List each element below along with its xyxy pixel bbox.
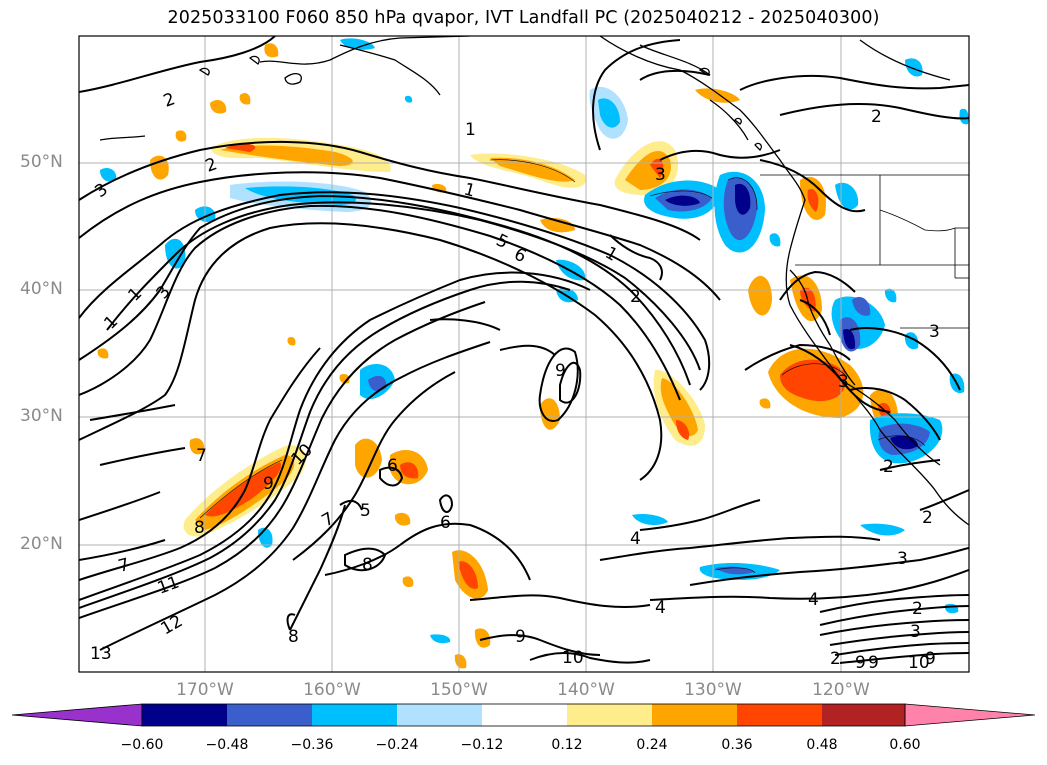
thin-contours bbox=[199, 159, 926, 574]
colorbar-bin bbox=[822, 704, 905, 726]
colorbar-bin bbox=[142, 704, 227, 726]
colorbar-tick: −0.12 bbox=[460, 737, 504, 753]
svg-text:7: 7 bbox=[319, 509, 338, 532]
svg-text:1: 1 bbox=[462, 180, 478, 202]
svg-text:2: 2 bbox=[830, 649, 841, 669]
svg-text:2: 2 bbox=[883, 457, 894, 477]
svg-text:11: 11 bbox=[155, 573, 182, 599]
svg-text:10: 10 bbox=[562, 648, 584, 668]
svg-text:3: 3 bbox=[929, 322, 940, 342]
colorbar-tick: 0.60 bbox=[889, 737, 921, 753]
svg-text:6: 6 bbox=[387, 456, 398, 476]
svg-text:13: 13 bbox=[90, 644, 112, 664]
colorbar-bin bbox=[312, 704, 397, 726]
svg-text:1: 1 bbox=[465, 120, 476, 140]
colorbar-bin bbox=[737, 704, 822, 726]
svg-text:12: 12 bbox=[158, 611, 187, 639]
colorbar-bin bbox=[482, 704, 567, 726]
borders bbox=[760, 174, 969, 329]
colorbar-tick: 0.36 bbox=[721, 737, 753, 753]
svg-text:9: 9 bbox=[263, 474, 274, 494]
svg-text:3: 3 bbox=[910, 622, 921, 642]
positive-anomaly-shading bbox=[97, 43, 899, 669]
svg-text:4: 4 bbox=[630, 529, 641, 549]
svg-text:2: 2 bbox=[161, 89, 178, 111]
svg-text:9: 9 bbox=[855, 653, 866, 673]
svg-text:4: 4 bbox=[808, 590, 819, 610]
lon-label-130w: 130°W bbox=[684, 680, 742, 700]
page-title: 2025033100 F060 850 hPa qvapor, IVT Land… bbox=[167, 8, 880, 28]
svg-text:1: 1 bbox=[602, 243, 621, 266]
svg-text:8: 8 bbox=[288, 627, 299, 647]
svg-text:7: 7 bbox=[196, 446, 207, 466]
svg-text:9: 9 bbox=[925, 649, 936, 669]
lat-label-30n: 30°N bbox=[20, 406, 63, 426]
svg-text:7: 7 bbox=[116, 555, 132, 577]
lon-label-150w: 150°W bbox=[430, 680, 488, 700]
coastlines bbox=[99, 36, 969, 526]
svg-text:3: 3 bbox=[655, 165, 666, 185]
colorbar-bin bbox=[397, 704, 482, 726]
lat-label-40n: 40°N bbox=[20, 279, 63, 299]
svg-text:6: 6 bbox=[440, 513, 451, 533]
svg-text:6: 6 bbox=[511, 244, 529, 267]
svg-text:8: 8 bbox=[194, 518, 205, 538]
lon-label-120w: 120°W bbox=[812, 680, 870, 700]
lon-label-140w: 140°W bbox=[557, 680, 615, 700]
negative-anomaly-shading bbox=[100, 38, 969, 644]
colorbar-tick: −0.60 bbox=[120, 737, 164, 753]
svg-text:10: 10 bbox=[908, 653, 930, 673]
svg-text:9: 9 bbox=[868, 653, 879, 673]
colorbar-bin bbox=[567, 704, 652, 726]
colorbar bbox=[11, 703, 1036, 727]
colorbar-tick: 0.12 bbox=[551, 737, 583, 753]
colorbar-tick: 0.48 bbox=[806, 737, 838, 753]
colorbar-tick: −0.48 bbox=[205, 737, 249, 753]
lon-label-160w: 160°W bbox=[303, 680, 361, 700]
svg-text:4: 4 bbox=[655, 598, 666, 618]
svg-text:2: 2 bbox=[871, 107, 882, 127]
svg-text:9: 9 bbox=[515, 627, 526, 647]
colorbar-tick: −0.24 bbox=[375, 737, 419, 753]
colorbar-extend-low bbox=[11, 703, 143, 727]
svg-text:2: 2 bbox=[630, 287, 641, 307]
colorbar-tick: −0.36 bbox=[290, 737, 334, 753]
svg-text:2: 2 bbox=[912, 599, 923, 619]
svg-text:2: 2 bbox=[922, 508, 933, 528]
svg-text:9: 9 bbox=[555, 361, 566, 381]
shaded-anomalies bbox=[97, 38, 969, 669]
ivt-contours bbox=[79, 36, 969, 664]
lon-label-170w: 170°W bbox=[176, 680, 234, 700]
svg-text:8: 8 bbox=[362, 555, 373, 575]
lat-label-50n: 50°N bbox=[20, 152, 63, 172]
colorbar-bin bbox=[652, 704, 737, 726]
map-frame bbox=[78, 35, 970, 673]
svg-text:3: 3 bbox=[897, 549, 908, 569]
svg-text:3: 3 bbox=[838, 372, 849, 392]
colorbar-extend-high bbox=[904, 703, 1036, 727]
svg-text:5: 5 bbox=[360, 501, 371, 521]
colorbar-tick: 0.24 bbox=[636, 737, 668, 753]
colorbar-bin bbox=[227, 704, 312, 726]
lat-label-20n: 20°N bbox=[20, 534, 63, 554]
